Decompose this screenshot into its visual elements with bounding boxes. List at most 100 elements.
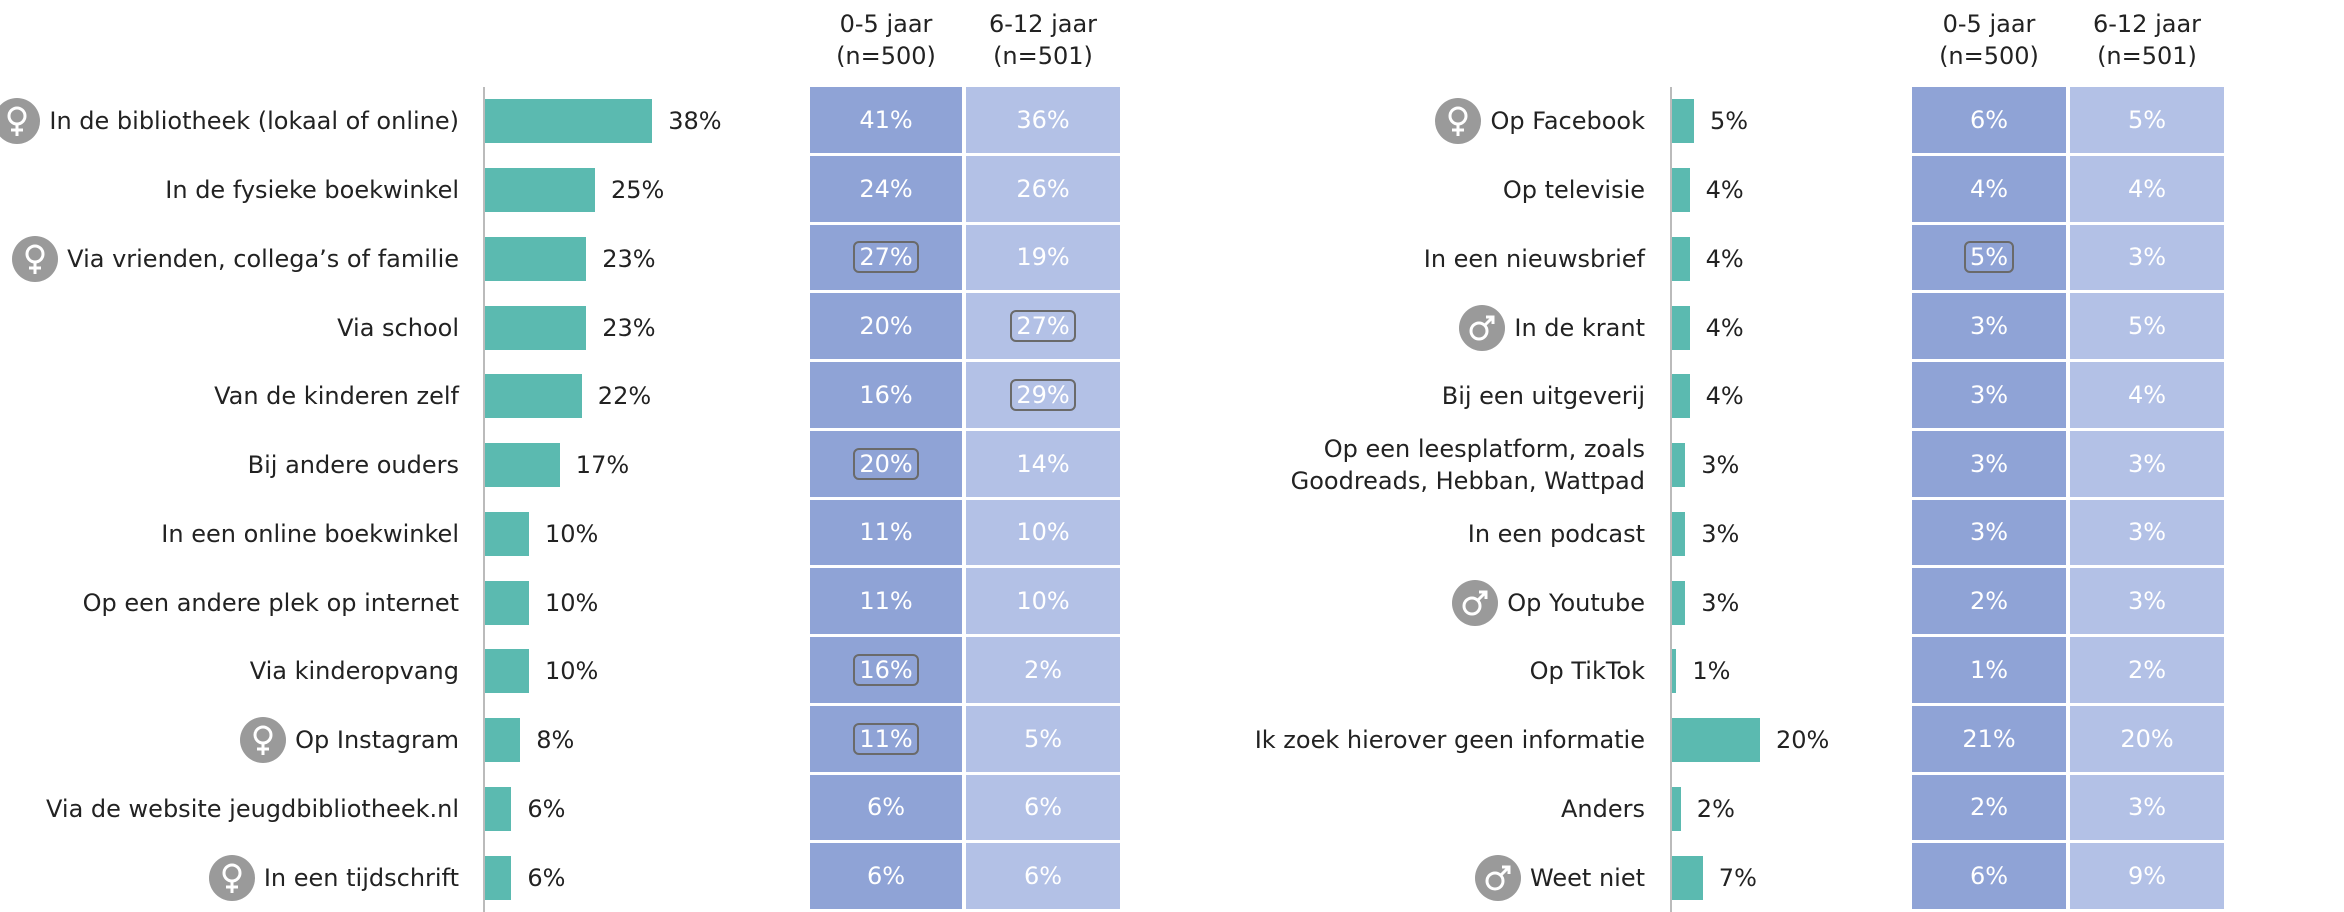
value-label: 22%	[597, 382, 652, 411]
cell-text: 21%	[1962, 724, 2016, 753]
table-cell: 11%	[810, 705, 962, 772]
cell-text: 6%	[1023, 793, 1063, 822]
cell-text: 6%	[1969, 105, 2009, 134]
cell-text: 26%	[1016, 174, 1070, 203]
axis-line	[1670, 87, 1672, 912]
category-label: Op Youtube	[1507, 588, 1645, 617]
table-cell: 6%	[1912, 87, 2066, 153]
category-label: In de fysieke boekwinkel	[165, 176, 459, 205]
category-label: Op een leesplatform, zoals Goodreads, He…	[1290, 435, 1645, 496]
cell-text: 3%	[2127, 449, 2167, 478]
cell-text: 5%	[1963, 241, 2015, 274]
table-cell: 6%	[810, 843, 962, 909]
table-cell: 21%	[1912, 705, 2066, 772]
cell-text: 9%	[2127, 862, 2167, 891]
bar	[1672, 443, 1686, 488]
column-header: (n=501)	[993, 42, 1093, 70]
icon-shape	[1459, 304, 1506, 351]
cell-text: 29%	[1010, 378, 1076, 411]
value-label: 3%	[1701, 588, 1740, 617]
gender-icon	[1458, 304, 1506, 352]
category-label: Anders	[1561, 794, 1645, 823]
category-label: In de bibliotheek (lokaal of online)	[49, 107, 459, 136]
cell-text: 10%	[1016, 518, 1070, 547]
category-label: Via vrienden, collega’s of familie	[67, 244, 459, 273]
cell-text: 10%	[1016, 587, 1070, 616]
cell-text: 36%	[1016, 105, 1070, 134]
category-label: Via kinderopvang	[249, 657, 459, 686]
icon-shape	[1475, 854, 1522, 901]
category-label: Via de website jeugdbibliotheek.nl	[46, 794, 459, 823]
category-label: Op een andere plek op internet	[82, 588, 459, 617]
bar	[485, 718, 521, 763]
table-cell: 2%	[966, 637, 1120, 703]
cell-text: 3%	[2127, 243, 2167, 272]
table-cell: 19%	[966, 224, 1120, 291]
cell-text: 11%	[859, 587, 913, 616]
gender-icon	[239, 716, 287, 764]
cell-text: 5%	[2127, 105, 2167, 134]
column-header: 6-12 jaar	[988, 10, 1098, 38]
column-header: 6-12 jaar	[2092, 10, 2202, 38]
value-label: 4%	[1705, 382, 1744, 411]
table-cell: 2%	[2070, 637, 2224, 703]
gender-icon	[1474, 854, 1522, 902]
category-label: In een podcast	[1467, 519, 1645, 548]
cell-text: 20%	[2120, 724, 2174, 753]
value-label: 10%	[545, 588, 599, 617]
cell-text: 41%	[859, 105, 913, 134]
category-label: Van de kinderen zelf	[214, 382, 459, 411]
cell-text: 2%	[1023, 655, 1063, 684]
table-cell: 27%	[966, 293, 1120, 359]
cell-text: 27%	[853, 241, 919, 274]
table-cell: 3%	[2070, 774, 2224, 841]
bar	[485, 443, 560, 488]
category-label: Op Instagram	[295, 726, 459, 755]
table-cell: 11%	[810, 568, 962, 634]
category-label: Op Facebook	[1490, 107, 1645, 136]
icon-shape	[1435, 98, 1482, 145]
bar	[1672, 168, 1690, 213]
table-cell: 27%	[810, 224, 962, 291]
cell-text: 3%	[1969, 312, 2009, 341]
table-cell: 24%	[810, 155, 962, 222]
table-cell: 3%	[2070, 499, 2224, 566]
value-label: 4%	[1705, 176, 1744, 205]
value-label: 2%	[1696, 794, 1735, 823]
value-label: 25%	[611, 176, 665, 205]
table-cell: 1%	[1912, 637, 2066, 703]
value-label: 23%	[602, 313, 656, 342]
cell-text: 4%	[2127, 380, 2167, 409]
bar	[1672, 305, 1690, 350]
table-cell: 5%	[2070, 293, 2224, 359]
table-cell: 6%	[966, 843, 1120, 909]
icon-shape	[240, 717, 287, 764]
gender-icon	[11, 235, 59, 283]
cell-text: 19%	[1016, 243, 1070, 272]
category-label: In een tijdschrift	[263, 863, 459, 892]
table-cell: 2%	[1912, 774, 2066, 841]
bar	[485, 99, 653, 144]
cell-text: 11%	[859, 518, 913, 547]
cell-text: 2%	[1969, 587, 2009, 616]
bar	[1672, 511, 1686, 556]
table-cell: 20%	[810, 293, 962, 359]
cell-text: 20%	[859, 312, 913, 341]
category-label: Weet niet	[1530, 863, 1645, 892]
category-label: Bij andere ouders	[247, 451, 459, 480]
bar	[1672, 580, 1686, 625]
column-header: (n=501)	[2097, 42, 2197, 70]
cell-text: 6%	[866, 793, 906, 822]
cell-text: 3%	[2127, 587, 2167, 616]
cell-text: 2%	[2127, 655, 2167, 684]
bar	[1672, 718, 1760, 763]
cell-text: 24%	[859, 174, 913, 203]
table-cell: 6%	[810, 774, 962, 841]
value-label: 5%	[1710, 107, 1749, 136]
table-cell: 3%	[2070, 430, 2224, 497]
icon-shape	[0, 98, 41, 145]
cell-text: 6%	[866, 862, 906, 891]
cell-text: 14%	[1016, 449, 1070, 478]
table-cell: 6%	[966, 774, 1120, 841]
